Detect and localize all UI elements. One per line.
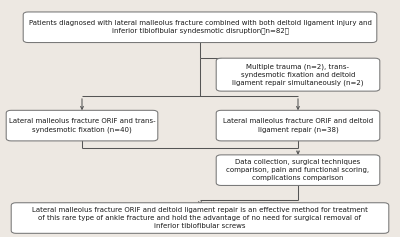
FancyBboxPatch shape — [11, 203, 389, 233]
Text: Data collection, surgical techniques
comparison, pain and functional scoring,
co: Data collection, surgical techniques com… — [226, 160, 370, 181]
FancyBboxPatch shape — [6, 110, 158, 141]
FancyBboxPatch shape — [216, 110, 380, 141]
FancyBboxPatch shape — [23, 12, 377, 43]
FancyBboxPatch shape — [216, 155, 380, 186]
FancyBboxPatch shape — [216, 58, 380, 91]
Text: Multiple trauma (n=2), trans-
syndesmotic fixation and deltoid
ligament repair s: Multiple trauma (n=2), trans- syndesmoti… — [232, 64, 364, 86]
Text: Lateral malleolus fracture ORIF and deltoid ligament repair is an effective meth: Lateral malleolus fracture ORIF and delt… — [32, 207, 368, 229]
Text: Patients diagnosed with lateral malleolus fracture combined with both deltoid li: Patients diagnosed with lateral malleolu… — [28, 20, 372, 34]
Text: Lateral malleolus fracture ORIF and trans-
syndesmotic fixation (n=40): Lateral malleolus fracture ORIF and tran… — [9, 118, 155, 133]
Text: Lateral malleolus fracture ORIF and deltoid
ligament repair (n=38): Lateral malleolus fracture ORIF and delt… — [223, 118, 373, 133]
